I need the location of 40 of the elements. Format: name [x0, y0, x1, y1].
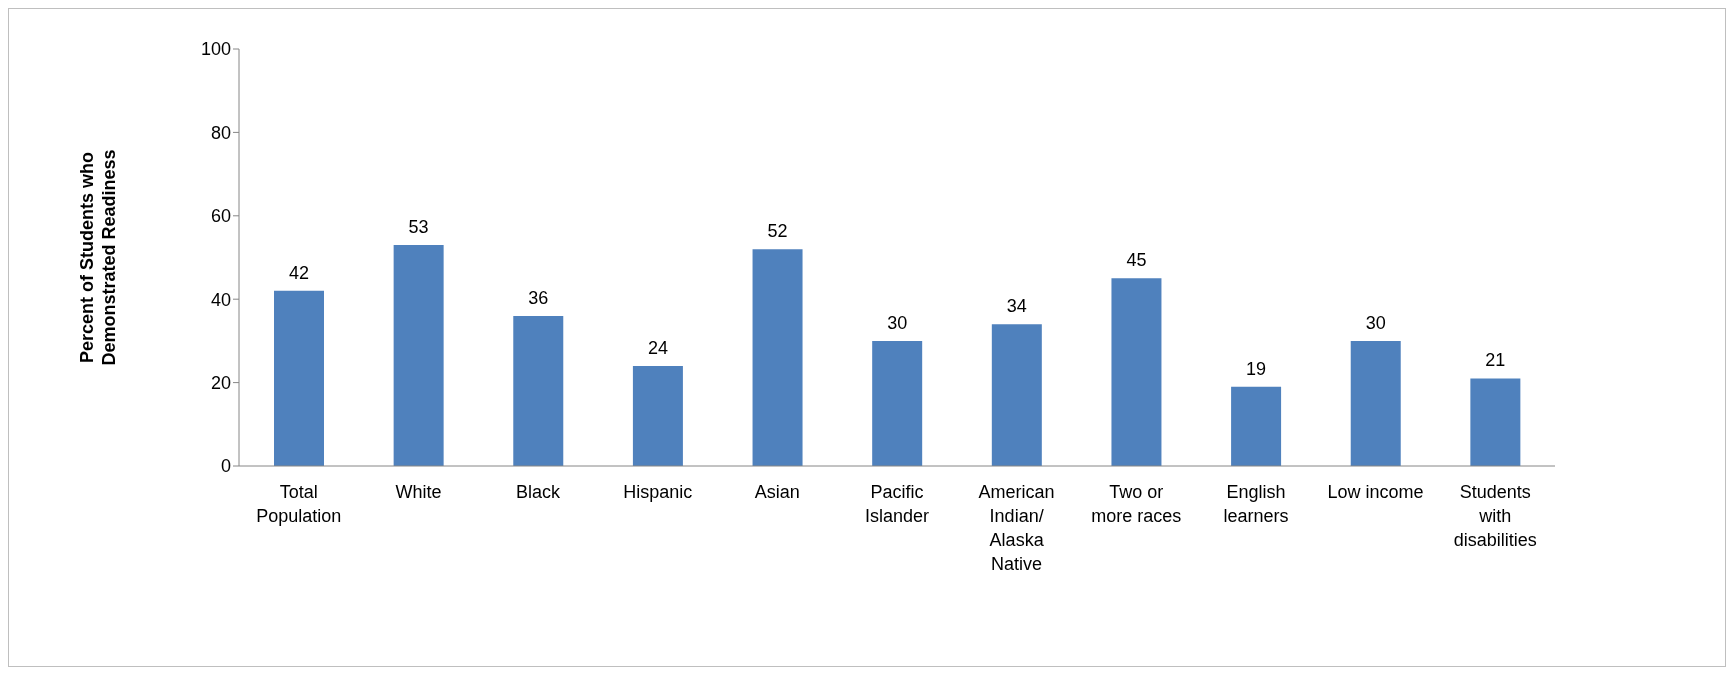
data-label: 19	[1246, 358, 1267, 379]
x-tick-label: Pacific Islander	[864, 482, 930, 526]
bar	[752, 249, 803, 466]
data-label: 53	[408, 216, 429, 237]
data-label: 42	[288, 262, 310, 283]
data-label: 24	[647, 337, 668, 358]
y-tick-label: 0	[220, 456, 231, 477]
y-axis-title: Percent of Students who Demonstrated Readiness	[77, 149, 119, 366]
x-tick-label: Black	[516, 482, 562, 502]
y-tick-label: 100	[200, 39, 231, 60]
data-label: 36	[528, 287, 549, 308]
x-tick-label: Low income	[1327, 482, 1424, 502]
x-tick-label: Hispanic	[623, 482, 693, 502]
bar	[872, 340, 923, 466]
y-tick-label: 20	[210, 372, 231, 393]
bar	[1111, 278, 1162, 466]
x-tick-label: Asian	[754, 482, 800, 502]
y-tick-label: 40	[210, 289, 231, 310]
bar	[1231, 386, 1282, 466]
x-tick-label: Students with disabilities	[1453, 482, 1537, 550]
bar	[991, 324, 1042, 466]
data-label: 21	[1485, 350, 1506, 371]
x-tick-label: White	[395, 482, 442, 502]
bar	[513, 315, 564, 466]
data-label: 45	[1126, 250, 1147, 271]
x-tick-label: English learners	[1223, 482, 1289, 526]
x-tick-label: Two or more races	[1091, 482, 1182, 526]
y-tick-label: 80	[210, 122, 231, 143]
x-tick-label: American Indian/ Alaska Native	[978, 482, 1055, 574]
bar	[1470, 378, 1521, 466]
x-tick-label: Total Population	[256, 482, 342, 526]
bar	[632, 365, 683, 466]
bar	[1350, 340, 1401, 466]
data-label: 30	[1365, 312, 1386, 333]
data-label: 52	[767, 221, 788, 242]
data-label: 34	[1006, 296, 1027, 317]
bar	[274, 290, 324, 466]
bar	[393, 244, 444, 466]
y-tick-label: 60	[210, 206, 231, 227]
data-label: 30	[887, 312, 908, 333]
